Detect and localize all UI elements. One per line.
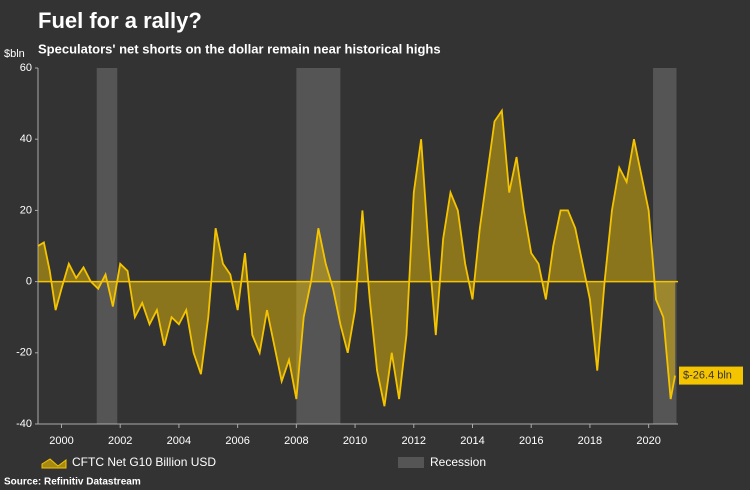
legend-label: Recession	[430, 455, 486, 469]
recession-band	[653, 68, 677, 424]
x-tick-label: 2000	[49, 435, 73, 447]
y-tick-label: 40	[20, 133, 32, 145]
x-tick-label: 2018	[578, 435, 602, 447]
y-tick-label: -40	[16, 418, 32, 430]
x-tick-label: 2004	[167, 435, 191, 447]
recession-band	[96, 68, 118, 424]
annotation-box	[679, 366, 743, 385]
y-tick-label: -20	[16, 347, 32, 359]
chart-title: Fuel for a rally?	[38, 8, 202, 33]
x-tick-label: 2008	[284, 435, 308, 447]
line	[37, 108, 676, 407]
y-tick-label: 20	[20, 204, 32, 216]
x-tick-label: 2014	[460, 435, 484, 447]
x-tick-label: 2020	[636, 435, 660, 447]
area	[38, 110, 676, 407]
x-tick-label: 2016	[519, 435, 543, 447]
x-tick-label: 2012	[402, 435, 426, 447]
legend-label: CFTC Net G10 Billion USD	[72, 455, 216, 469]
y-axis-label: $bln	[4, 48, 25, 60]
x-tick-label: 2006	[225, 435, 249, 447]
recession-band	[296, 68, 341, 424]
chart-subtitle: Speculators' net shorts on the dollar re…	[38, 41, 441, 56]
x-tick-label: 2002	[108, 435, 132, 447]
source: Source: Refinitiv Datastream	[4, 477, 141, 488]
y-tick-label: 0	[26, 276, 32, 288]
annotation: $-26.4 bln	[683, 369, 732, 381]
y-tick-label: 60	[20, 62, 32, 74]
legend-swatch	[398, 457, 424, 468]
legend-swatch	[41, 458, 67, 469]
x-tick-label: 2010	[343, 435, 367, 447]
